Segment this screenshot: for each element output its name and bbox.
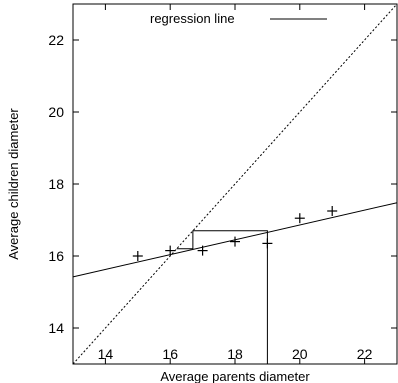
- legend-label-regression-line: regression line: [150, 11, 235, 26]
- x-tick-label-1: 16: [162, 346, 178, 362]
- chart-elements: 14 16 18 20 22 14 16 18 20 22: [48, 3, 398, 365]
- data-point-6: [327, 206, 338, 216]
- data-point-2: [197, 245, 208, 256]
- y-tick-label-4: 22: [48, 32, 64, 48]
- data-point-4: [262, 238, 273, 249]
- y-tick-label-2: 18: [48, 176, 64, 192]
- data-point-3: [230, 236, 240, 247]
- identity-line: [72, 3, 398, 365]
- y-tick-label-3: 20: [48, 104, 64, 120]
- data-point-1: [165, 245, 176, 256]
- y-tick-label-0: 14: [48, 320, 64, 336]
- x-axis-label: Average parents diameter: [160, 369, 310, 383]
- data-point-0: [132, 251, 143, 261]
- x-tick-label-2: 18: [227, 346, 243, 362]
- projection-path-0: [176, 230, 268, 364]
- legend: regression line: [150, 11, 327, 26]
- x-tick-label-0: 14: [98, 346, 114, 362]
- y-axis-label: Average children diameter: [6, 108, 21, 260]
- x-tick-label-4: 22: [357, 346, 373, 362]
- x-tick-label-3: 20: [292, 346, 308, 362]
- y-tick-label-1: 16: [48, 248, 64, 264]
- data-point-5: [294, 213, 305, 224]
